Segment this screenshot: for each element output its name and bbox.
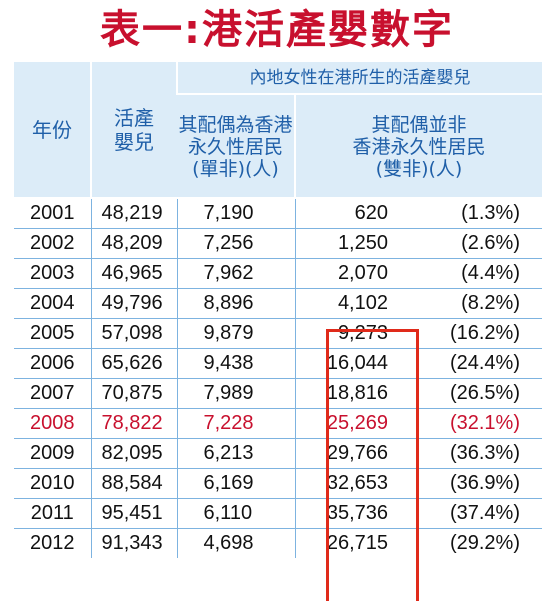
table-row: 2002 48,209 7,256 1,250 (2.6%)	[14, 227, 542, 258]
live-births-cell: 48,209	[90, 227, 177, 258]
live-births-cell: 82,095	[90, 437, 177, 468]
double-non-percent-cell: (37.4%)	[400, 497, 542, 528]
live-births-cell: 88,584	[90, 467, 177, 498]
double-non-percent-cell: (29.2%)	[400, 527, 542, 558]
table-row: 2004 49,796 8,896 4,102 (8.2%)	[14, 287, 542, 318]
double-non-percent-cell: (16.2%)	[400, 317, 542, 348]
table-row: 2001 48,219 7,190 620 (1.3%)	[14, 197, 542, 228]
single-non-cell: 9,438	[176, 347, 295, 378]
single-non-cell: 6,110	[176, 497, 295, 528]
double-non-cell: 32,653	[294, 467, 400, 498]
double-non-cell: 9,273	[294, 317, 400, 348]
table-row: 2003 46,965 7,962 2,070 (4.4%)	[14, 257, 542, 288]
double-non-percent-cell: (26.5%)	[400, 377, 542, 408]
header-double-non: 其配偶並非 香港永久性居民 (雙非)(人)	[294, 94, 542, 199]
table-row: 2011 95,451 6,110 35,736 (37.4%)	[14, 497, 542, 528]
double-non-percent-cell: (2.6%)	[400, 227, 542, 258]
live-births-cell: 48,219	[90, 197, 177, 228]
year-cell: 2011	[14, 497, 91, 528]
year-cell: 2006	[14, 347, 91, 378]
single-non-cell: 7,989	[176, 377, 295, 408]
double-non-percent-cell: (8.2%)	[400, 287, 542, 318]
table-row: 2008 78,822 7,228 25,269 (32.1%)	[14, 407, 542, 438]
single-non-cell: 7,256	[176, 227, 295, 258]
double-non-cell: 1,250	[294, 227, 400, 258]
double-non-cell: 4,102	[294, 287, 400, 318]
header-mainland-mothers: 內地女性在港所生的活產嬰兒	[176, 62, 542, 95]
year-cell: 2007	[14, 377, 91, 408]
double-non-percent-cell: (32.1%)	[400, 407, 542, 438]
table-row: 2006 65,626 9,438 16,044 (24.4%)	[14, 347, 542, 378]
live-births-cell: 70,875	[90, 377, 177, 408]
double-non-cell: 620	[294, 197, 400, 228]
live-births-cell: 57,098	[90, 317, 177, 348]
header-live-births: 活產 嬰兒	[90, 62, 177, 199]
header-year: 年份	[14, 62, 91, 199]
single-non-cell: 7,962	[176, 257, 295, 288]
live-births-cell: 78,822	[90, 407, 177, 438]
table-title: 表一:港活產嬰數字	[100, 7, 454, 53]
double-non-percent-cell: (36.9%)	[400, 467, 542, 498]
single-non-cell: 6,213	[176, 437, 295, 468]
births-table: 年份 活產 嬰兒 內地女性在港所生的活產嬰兒 其配偶為香港 永久性居民 (單非)…	[14, 62, 542, 558]
live-births-cell: 49,796	[90, 287, 177, 318]
table-row: 2010 88,584 6,169 32,653 (36.9%)	[14, 467, 542, 498]
single-non-cell: 7,190	[176, 197, 295, 228]
live-births-cell: 95,451	[90, 497, 177, 528]
double-non-cell: 26,715	[294, 527, 400, 558]
year-cell: 2001	[14, 197, 91, 228]
year-cell: 2002	[14, 227, 91, 258]
single-non-cell: 8,896	[176, 287, 295, 318]
double-non-percent-cell: (1.3%)	[400, 197, 542, 228]
double-non-cell: 16,044	[294, 347, 400, 378]
live-births-cell: 91,343	[90, 527, 177, 558]
live-births-cell: 46,965	[90, 257, 177, 288]
year-cell: 2008	[14, 407, 91, 438]
double-non-cell: 29,766	[294, 437, 400, 468]
double-non-cell: 2,070	[294, 257, 400, 288]
live-births-cell: 65,626	[90, 347, 177, 378]
year-cell: 2009	[14, 437, 91, 468]
double-non-percent-cell: (36.3%)	[400, 437, 542, 468]
single-non-cell: 7,228	[176, 407, 295, 438]
single-non-cell: 6,169	[176, 467, 295, 498]
table-body: 2001 48,219 7,190 620 (1.3%) 2002 48,209 7,256 1…	[14, 197, 542, 558]
year-cell: 2005	[14, 317, 91, 348]
year-cell: 2012	[14, 527, 91, 558]
double-non-cell: 25,269	[294, 407, 400, 438]
table-row: 2012 91,343 4,698 26,715 (29.2%)	[14, 527, 542, 558]
table-row: 2009 82,095 6,213 29,766 (36.3%)	[14, 437, 542, 468]
table-row: 2007 70,875 7,989 18,816 (26.5%)	[14, 377, 542, 408]
year-cell: 2010	[14, 467, 91, 498]
single-non-cell: 9,879	[176, 317, 295, 348]
year-cell: 2004	[14, 287, 91, 318]
header-single-non: 其配偶為香港 永久性居民 (單非)(人)	[177, 94, 295, 199]
single-non-cell: 4,698	[176, 527, 295, 558]
double-non-cell: 18,816	[294, 377, 400, 408]
double-non-cell: 35,736	[294, 497, 400, 528]
double-non-percent-cell: (24.4%)	[400, 347, 542, 378]
year-cell: 2003	[14, 257, 91, 288]
table-row: 2005 57,098 9,879 9,273 (16.2%)	[14, 317, 542, 348]
double-non-percent-cell: (4.4%)	[400, 257, 542, 288]
